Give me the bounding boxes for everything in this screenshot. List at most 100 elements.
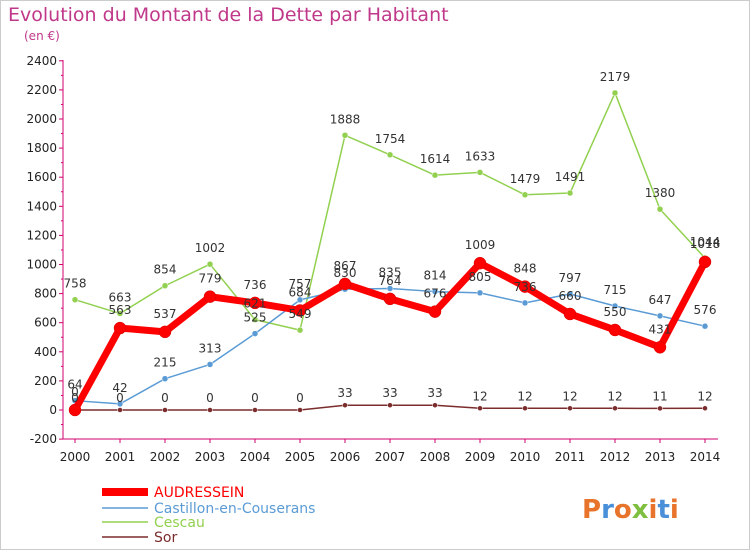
y-tick-label: 200 xyxy=(34,374,57,388)
x-tick-label: 2011 xyxy=(555,450,586,464)
data-point xyxy=(386,285,394,292)
data-point xyxy=(566,189,574,197)
data-point xyxy=(68,403,82,417)
x-tick-label: 2001 xyxy=(105,450,136,464)
data-point xyxy=(476,289,484,297)
proxiti-logo: Proxiti xyxy=(582,495,679,525)
data-point xyxy=(521,299,529,307)
data-label: 525 xyxy=(244,311,267,325)
data-label: 2179 xyxy=(600,70,631,84)
data-point xyxy=(477,405,483,412)
legend-label: AUDRESSEIN xyxy=(154,485,244,501)
data-label: 313 xyxy=(199,341,222,355)
data-point xyxy=(297,407,303,413)
data-point xyxy=(566,290,574,298)
data-point xyxy=(116,310,124,317)
data-label: 576 xyxy=(694,303,717,317)
data-label: 814 xyxy=(424,269,447,283)
data-label: 537 xyxy=(154,307,177,321)
data-point xyxy=(386,151,394,159)
data-label: 736 xyxy=(514,280,537,294)
data-point xyxy=(702,405,708,412)
data-label: 1044 xyxy=(690,235,721,249)
y-tick-label: 1600 xyxy=(26,170,57,184)
y-tick-label: 1400 xyxy=(26,199,57,213)
legend-label: Sor xyxy=(154,530,177,546)
data-label: 1018 xyxy=(690,237,721,251)
data-label: 11 xyxy=(652,389,667,403)
data-label: 12 xyxy=(697,389,712,403)
data-label: 549 xyxy=(289,307,312,321)
x-tick-label: 2000 xyxy=(60,450,91,464)
data-label: 42 xyxy=(112,381,127,395)
y-tick-label: 2200 xyxy=(26,83,57,97)
x-tick-label: 2004 xyxy=(240,450,271,464)
data-point xyxy=(206,260,214,268)
data-label: 830 xyxy=(334,266,357,280)
data-point xyxy=(428,305,442,318)
data-label: 12 xyxy=(562,389,577,403)
x-tick-label: 2009 xyxy=(465,450,496,464)
data-point xyxy=(161,375,169,382)
data-label: 757 xyxy=(289,277,312,291)
data-point xyxy=(206,361,214,368)
chart-subtitle: (en €) xyxy=(24,29,60,43)
y-tick-label: -200 xyxy=(30,432,57,446)
y-tick-label: 1000 xyxy=(26,258,57,272)
data-point xyxy=(248,296,262,310)
data-point xyxy=(113,321,127,335)
data-label: 0 xyxy=(116,391,124,405)
data-point xyxy=(567,405,573,412)
data-label: 1633 xyxy=(465,149,496,163)
data-label: 0 xyxy=(161,391,169,405)
data-point xyxy=(432,402,438,408)
x-tick-label: 2006 xyxy=(330,450,361,464)
data-point xyxy=(207,407,213,413)
data-point xyxy=(158,325,172,339)
data-point xyxy=(342,402,348,408)
data-label: 1754 xyxy=(375,132,406,146)
data-point xyxy=(563,307,577,321)
y-tick-label: 2000 xyxy=(26,112,57,126)
data-point xyxy=(117,407,123,413)
data-label: 715 xyxy=(604,283,627,297)
data-label: 835 xyxy=(379,266,402,280)
data-point xyxy=(116,400,124,408)
data-label: 563 xyxy=(109,303,132,317)
data-point xyxy=(653,341,667,354)
data-label: 1491 xyxy=(555,170,586,184)
data-label: 797 xyxy=(559,271,582,285)
x-tick-label: 2003 xyxy=(195,450,226,464)
data-label: 736 xyxy=(244,278,267,292)
data-label: 0 xyxy=(71,385,79,399)
x-tick-label: 2013 xyxy=(645,450,676,464)
data-point xyxy=(296,326,304,334)
data-point xyxy=(251,330,259,337)
data-label: 805 xyxy=(469,270,492,284)
data-point xyxy=(296,296,304,304)
data-label: 12 xyxy=(517,389,532,403)
y-tick-label: 1200 xyxy=(26,228,57,242)
legend-label: Castillon-en-Couserans xyxy=(154,501,315,517)
data-point xyxy=(431,288,439,295)
data-label: 660 xyxy=(559,289,582,303)
data-label: 764 xyxy=(379,274,402,288)
data-point xyxy=(476,169,484,176)
data-label: 215 xyxy=(154,356,177,370)
data-label: 0 xyxy=(206,391,214,405)
data-point xyxy=(611,302,619,310)
data-point xyxy=(656,312,664,320)
data-label: 33 xyxy=(427,386,442,400)
data-point xyxy=(431,171,439,179)
data-label: 848 xyxy=(514,262,537,276)
y-tick-label: 600 xyxy=(34,316,57,330)
data-point xyxy=(251,316,259,323)
data-label: 1479 xyxy=(510,172,541,186)
data-label: 12 xyxy=(472,389,487,403)
chart-title: Evolution du Montant de la Dette par Hab… xyxy=(8,4,449,26)
x-tick-label: 2007 xyxy=(375,450,406,464)
data-label: 64 xyxy=(67,378,82,392)
x-tick-label: 2014 xyxy=(690,450,721,464)
data-point xyxy=(341,132,349,139)
